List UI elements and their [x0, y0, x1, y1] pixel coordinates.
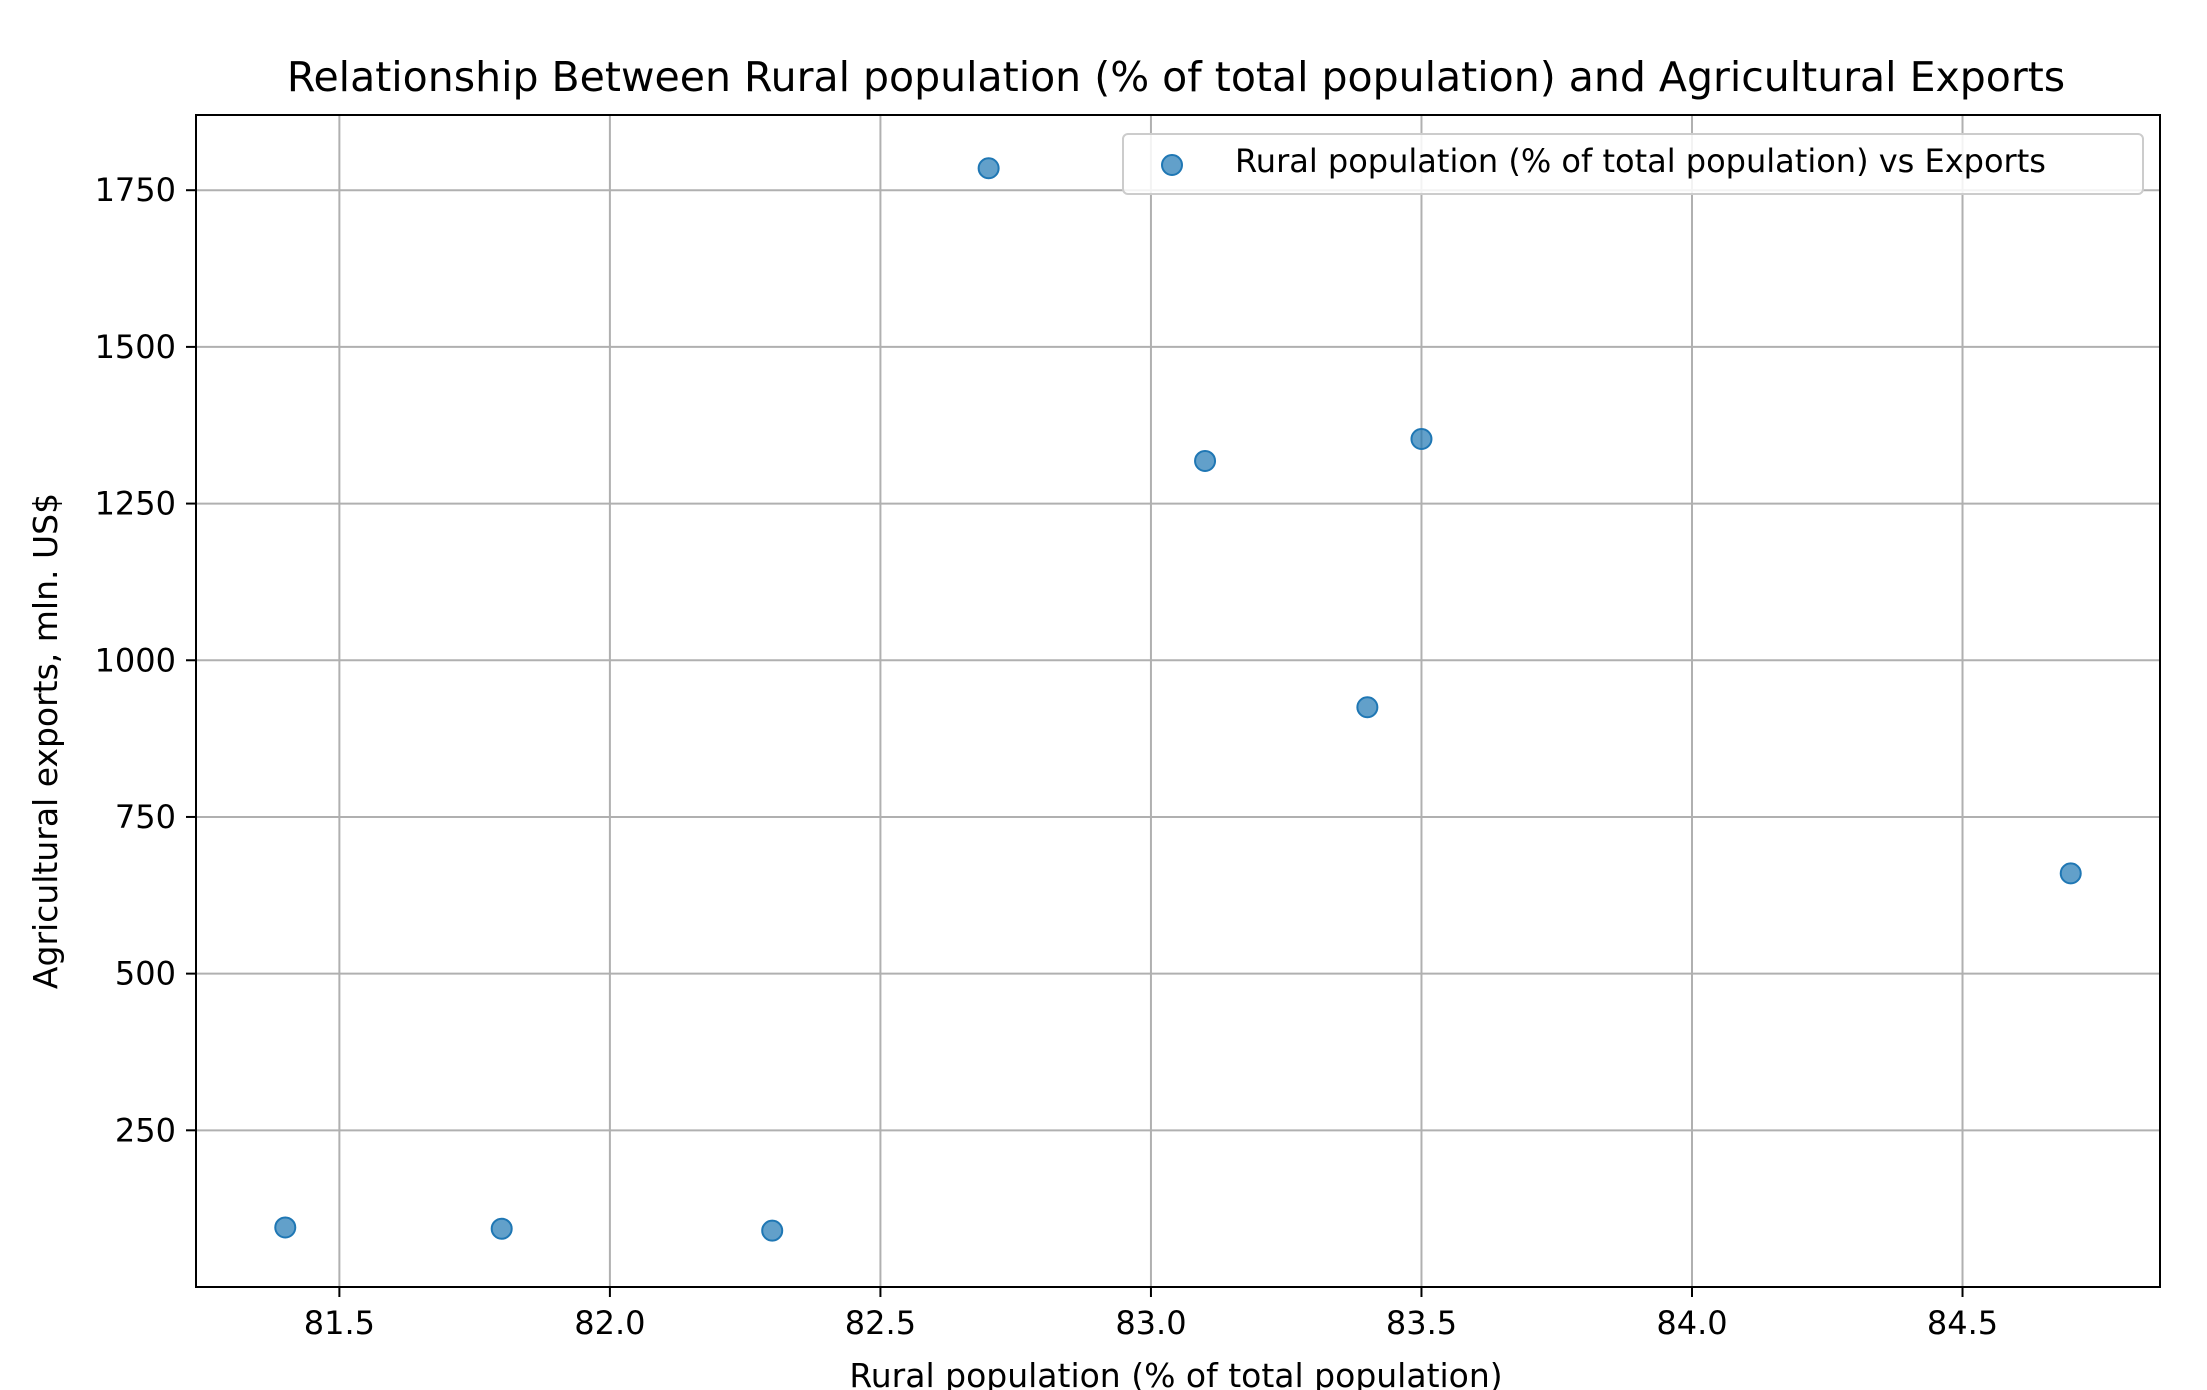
legend: Rural population (% of total population)…: [1122, 133, 2144, 195]
data-point: [1356, 696, 1379, 719]
x-tick-label: 82.5: [845, 1304, 916, 1342]
legend-label: Rural population (% of total population)…: [1235, 142, 2046, 180]
y-tick-label: 500: [115, 955, 176, 993]
grid: [196, 115, 2160, 1287]
data-point: [2059, 862, 2082, 885]
x-tick-label: 84.0: [1656, 1304, 1727, 1342]
chart-title: Relationship Between Rural population (%…: [287, 53, 2065, 101]
x-axis-ticks: 81.5 82.0 82.5 83.0 83.5 84.0 84.5: [304, 1287, 1998, 1342]
x-axis-title: Rural population (% of total population): [849, 1356, 1502, 1390]
data-point: [761, 1219, 784, 1242]
y-tick-label: 750: [115, 798, 176, 836]
y-tick-label: 250: [115, 1111, 176, 1149]
x-tick-label: 83.0: [1115, 1304, 1186, 1342]
plot-area-frame: [195, 114, 2161, 1288]
legend-marker: [1161, 154, 1183, 176]
legend-box: [1122, 133, 2144, 195]
y-tick-label: 1250: [95, 485, 176, 523]
data-points: [274, 157, 2082, 1242]
y-tick-label: 1750: [95, 171, 176, 209]
x-tick-label: 84.5: [1927, 1304, 1998, 1342]
x-tick-label: 81.5: [304, 1304, 375, 1342]
x-tick-label: 82.0: [574, 1304, 645, 1342]
data-point: [274, 1216, 297, 1239]
data-point: [977, 157, 1000, 180]
data-point: [490, 1217, 513, 1240]
y-axis-ticks: 250 500 750 1000 1250 1500 1750: [95, 171, 196, 1149]
data-point: [1194, 449, 1217, 472]
y-axis-title: Agricultural exports, mln. US$: [26, 493, 65, 989]
y-tick-label: 1500: [95, 328, 176, 366]
data-point: [1410, 428, 1433, 451]
y-tick-label: 1000: [95, 641, 176, 679]
x-tick-label: 83.5: [1386, 1304, 1457, 1342]
